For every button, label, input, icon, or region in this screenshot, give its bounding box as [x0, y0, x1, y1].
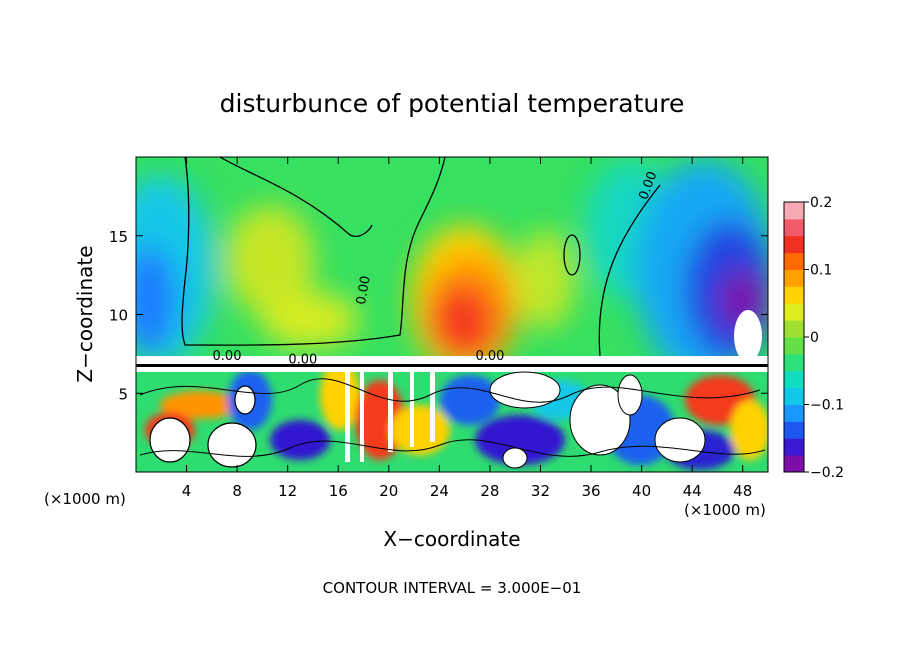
colorbar-tick-label: 0: [810, 330, 819, 346]
contour-label: 0.00: [288, 352, 317, 367]
colorbar-swatch: [784, 404, 804, 422]
colorbar-swatch: [784, 286, 804, 304]
contour-label: 0.00: [475, 349, 504, 364]
x-unit-label-right: (×1000 m): [684, 501, 766, 519]
colorbar-swatch: [784, 320, 804, 338]
colorbar-swatch: [784, 269, 804, 287]
plot-area: [136, 157, 768, 472]
colorbar-swatch: [784, 387, 804, 405]
y-tick-label: 10: [109, 307, 128, 325]
colorbar-tick-label: −0.2: [810, 465, 844, 481]
x-tick-label: 24: [430, 482, 449, 500]
x-tick-label: 48: [733, 482, 752, 500]
colorbar-swatch: [784, 252, 804, 270]
x-tick-label: 40: [632, 482, 651, 500]
chart-title: disturbunce of potential temperature: [220, 89, 685, 118]
colorbar: 0.2 0.1 0 −0.1 −0.2: [783, 195, 844, 481]
y-tick-label: 15: [109, 228, 128, 246]
x-tick-label: 36: [581, 482, 600, 500]
y-tick-label: 5: [118, 385, 128, 403]
colorbar-swatch: [784, 337, 804, 355]
colorbar-swatch: [784, 353, 804, 372]
x-tick-label: 28: [480, 482, 499, 500]
x-axis: 4 8 12 16 20 24 28 32 36 40 44 48: [182, 157, 752, 500]
x-tick-label: 44: [683, 482, 702, 500]
y-axis: 5 10 15: [109, 228, 768, 403]
x-tick-label: 20: [379, 482, 398, 500]
colorbar-swatch: [784, 438, 804, 456]
colorbar-swatch: [784, 235, 804, 254]
colorbar-tick-label: 0.1: [810, 263, 832, 279]
x-unit-label-left: (×1000 m): [44, 490, 126, 508]
y-axis-label: Z−coordinate: [73, 245, 97, 382]
contour-labels: 0.000.000.00 0.00 0.00: [213, 170, 661, 368]
colorbar-tick-label: −0.1: [810, 398, 844, 414]
x-tick-label: 32: [531, 482, 550, 500]
x-tick-label: 12: [278, 482, 297, 500]
contour-label: 0.00: [354, 275, 374, 306]
colorbar-swatch: [784, 202, 804, 220]
colorbar-swatch: [784, 455, 804, 473]
x-axis-label: X−coordinate: [383, 527, 520, 551]
x-tick-label: 8: [232, 482, 242, 500]
x-tick-label: 4: [182, 482, 192, 500]
colorbar-tick-label: 0.2: [810, 195, 832, 211]
colorbar-swatch: [784, 370, 804, 389]
colorbar-swatch: [784, 303, 804, 321]
colorbar-swatch: [784, 218, 804, 237]
colorbar-swatch: [784, 421, 804, 439]
contour-interval-footer: CONTOUR INTERVAL = 3.000E−01: [323, 579, 582, 597]
x-tick-label: 16: [329, 482, 348, 500]
contour-label: 0.00: [213, 349, 242, 364]
